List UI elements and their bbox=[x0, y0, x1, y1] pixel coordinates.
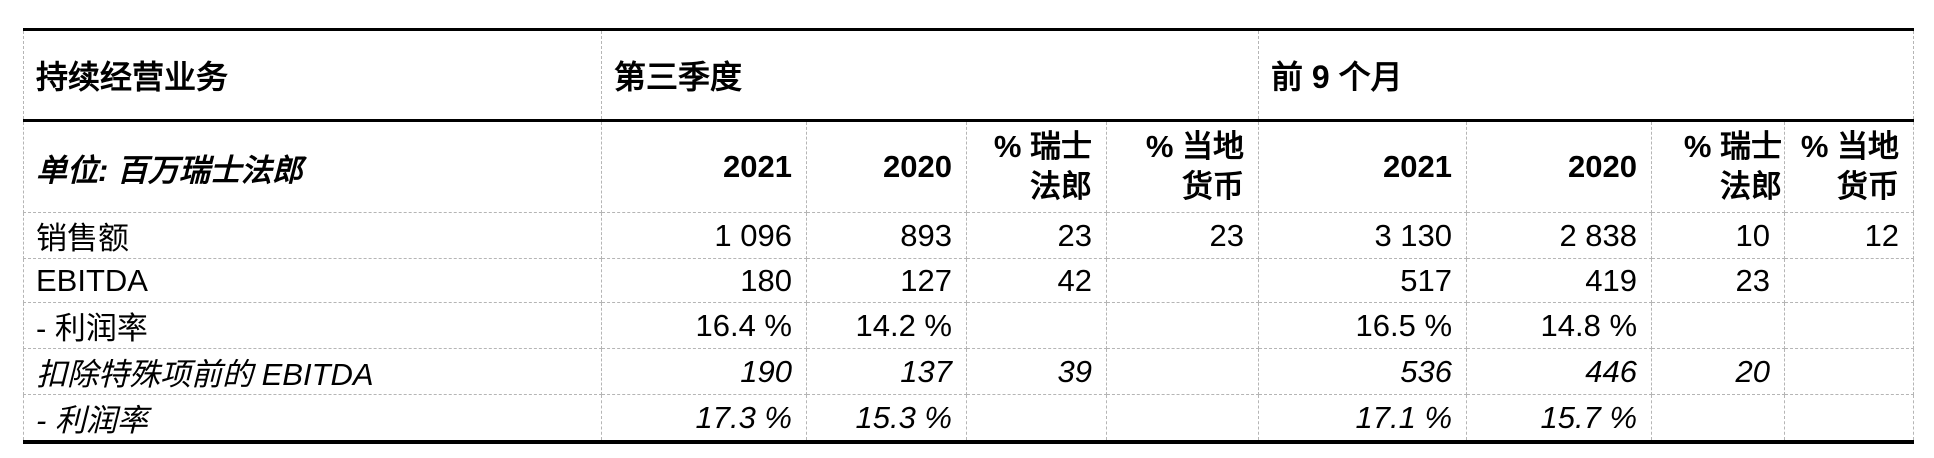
table-cell: 536 bbox=[1258, 348, 1468, 395]
q3-local-currency-percent-header-line2: 货币 bbox=[1182, 169, 1245, 204]
table-cell: 180 bbox=[601, 258, 807, 303]
table-row-ebitda-before-exceptionals: 扣除特殊项前的 EBITDA 190 137 39 536 446 20 bbox=[23, 348, 1915, 395]
table-cell: 15.3 % bbox=[806, 394, 967, 443]
row-label: - 利润率 bbox=[23, 394, 602, 443]
table-cell: 15.7 % bbox=[1466, 394, 1653, 443]
table-cell: 23 bbox=[1105, 212, 1260, 259]
nm-chf-percent-header: % 瑞士 法郎 bbox=[1651, 120, 1786, 213]
row-label: 扣除特殊项前的 EBITDA bbox=[23, 348, 602, 395]
table-cell bbox=[966, 394, 1107, 443]
table-cell: 14.8 % bbox=[1466, 302, 1653, 349]
table-cell: 14.2 % bbox=[806, 302, 967, 349]
financial-results-table: 持续经营业务 第三季度 前 9 个月 单位: 百万瑞士法郎 2021 2020 … bbox=[23, 28, 1915, 444]
nm-local-currency-percent-header-line1: % 当地 bbox=[1800, 129, 1900, 164]
table-row-margin-before-exceptionals: - 利润率 17.3 % 15.3 % 17.1 % 15.7 % bbox=[23, 394, 1915, 443]
unit-label: 单位: 百万瑞士法郎 bbox=[23, 120, 602, 213]
table-cell: 23 bbox=[966, 212, 1107, 259]
column-header-row: 单位: 百万瑞士法郎 2021 2020 % 瑞士 法郎 % 当地 货币 202… bbox=[23, 120, 1915, 213]
q3-2020-header: 2020 bbox=[806, 120, 967, 213]
first-nine-months-group-title: 前 9 个月 bbox=[1258, 29, 1915, 122]
nm-2021-header: 2021 bbox=[1258, 120, 1468, 213]
table-cell: 446 bbox=[1466, 348, 1653, 395]
row-label: - 利润率 bbox=[23, 302, 602, 349]
table-cell: 17.1 % bbox=[1258, 394, 1468, 443]
table-cell bbox=[1105, 302, 1260, 349]
table-cell: 20 bbox=[1651, 348, 1786, 395]
q3-2021-header: 2021 bbox=[601, 120, 807, 213]
table-cell: 3 130 bbox=[1258, 212, 1468, 259]
table-cell bbox=[1105, 348, 1260, 395]
table-cell: 517 bbox=[1258, 258, 1468, 303]
q3-local-currency-percent-header-line1: % 当地 bbox=[1145, 129, 1245, 164]
table-cell: 16.4 % bbox=[601, 302, 807, 349]
row-label: 销售额 bbox=[23, 212, 602, 259]
table-cell: 17.3 % bbox=[601, 394, 807, 443]
table-row-sales: 销售额 1 096 893 23 23 3 130 2 838 10 12 bbox=[23, 212, 1915, 259]
table-cell: 10 bbox=[1651, 212, 1786, 259]
table-cell bbox=[1784, 394, 1915, 443]
table-row-ebitda: EBITDA 180 127 42 517 419 23 bbox=[23, 258, 1915, 303]
table-cell: 1 096 bbox=[601, 212, 807, 259]
nm-local-currency-percent-header: % 当地 货币 bbox=[1784, 120, 1915, 213]
table-cell bbox=[966, 302, 1107, 349]
group-header-row: 持续经营业务 第三季度 前 9 个月 bbox=[23, 29, 1915, 122]
table-cell bbox=[1105, 394, 1260, 443]
nm-local-currency-percent-header-line2: 货币 bbox=[1837, 169, 1900, 204]
table-cell: 16.5 % bbox=[1258, 302, 1468, 349]
table-cell: 23 bbox=[1651, 258, 1786, 303]
table-cell: 2 838 bbox=[1466, 212, 1653, 259]
table-cell: 12 bbox=[1784, 212, 1915, 259]
table-cell bbox=[1784, 348, 1915, 395]
table-row-margin: - 利润率 16.4 % 14.2 % 16.5 % 14.8 % bbox=[23, 302, 1915, 349]
table-cell bbox=[1651, 302, 1786, 349]
table-cell: 190 bbox=[601, 348, 807, 395]
table-cell bbox=[1651, 394, 1786, 443]
table-cell: 127 bbox=[806, 258, 967, 303]
table-cell bbox=[1105, 258, 1260, 303]
nm-chf-percent-header-line1: % 瑞士 bbox=[1683, 129, 1783, 164]
q3-chf-percent-header: % 瑞士 法郎 bbox=[966, 120, 1107, 213]
table-cell: 893 bbox=[806, 212, 967, 259]
q3-local-currency-percent-header: % 当地 货币 bbox=[1105, 120, 1260, 213]
third-quarter-group-title: 第三季度 bbox=[600, 29, 1260, 122]
table-cell: 42 bbox=[966, 258, 1107, 303]
row-label: EBITDA bbox=[23, 258, 602, 303]
q3-chf-percent-header-line2: 法郎 bbox=[1030, 169, 1092, 204]
nm-chf-percent-header-line2: 法郎 bbox=[1720, 169, 1783, 204]
table-cell: 137 bbox=[806, 348, 967, 395]
q3-chf-percent-header-line1: % 瑞士 bbox=[993, 129, 1092, 164]
table-cell: 419 bbox=[1466, 258, 1653, 303]
table-cell bbox=[1784, 302, 1915, 349]
nm-2020-header: 2020 bbox=[1466, 120, 1653, 213]
table-cell: 39 bbox=[966, 348, 1107, 395]
table-cell bbox=[1784, 258, 1915, 303]
continuing-operations-title: 持续经营业务 bbox=[23, 29, 602, 122]
